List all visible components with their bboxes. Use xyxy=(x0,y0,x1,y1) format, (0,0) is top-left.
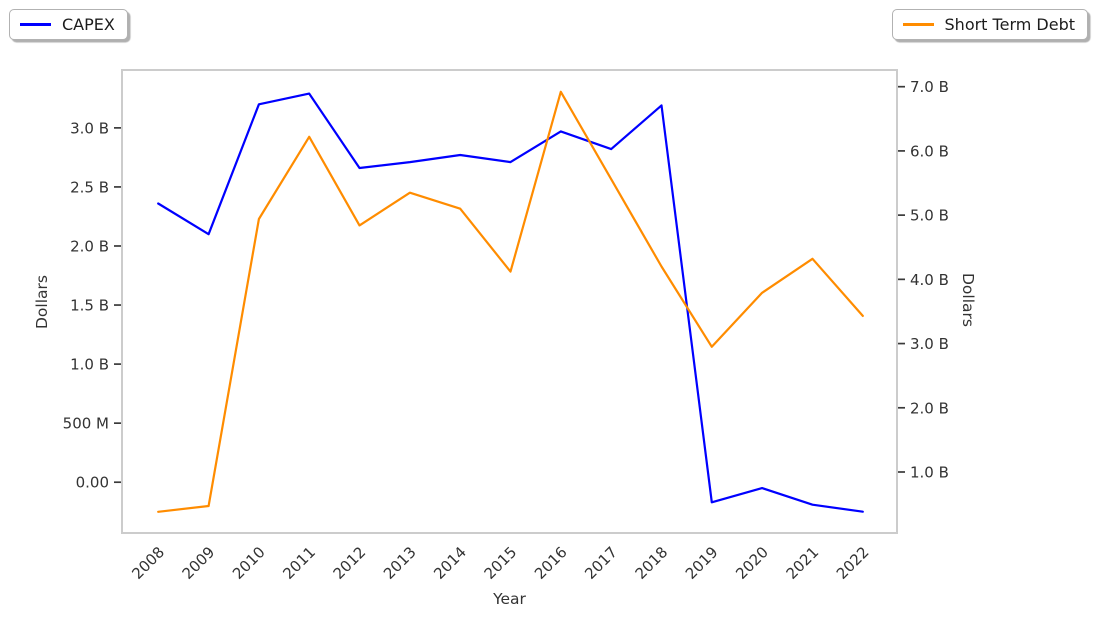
x-axis-tick-label: 2015 xyxy=(481,543,521,583)
x-axis-tick-label: 2018 xyxy=(632,543,672,583)
left-axis-tick-label: 1.0 B xyxy=(70,356,109,374)
x-axis-tick-label: 2012 xyxy=(330,543,370,583)
capex-line-swatch xyxy=(20,23,51,26)
legend-short-term-debt-label: Short Term Debt xyxy=(944,15,1075,34)
x-axis-tick-label: 2021 xyxy=(783,543,823,583)
right-axis-tick-label: 4.0 B xyxy=(910,271,949,289)
x-axis-tick-label: 2017 xyxy=(581,543,621,583)
short-term-debt-line-swatch xyxy=(902,23,934,26)
left-axis-tick-label: 2.0 B xyxy=(70,237,109,255)
x-axis-tick-label: 2009 xyxy=(179,543,219,583)
right-axis-tick-label: 5.0 B xyxy=(910,207,949,225)
left-axis-tick-label: 2.5 B xyxy=(70,178,109,196)
x-axis-tick-label: 2016 xyxy=(531,543,571,583)
legend-short-term-debt[interactable]: Short Term Debt xyxy=(891,9,1088,40)
left-axis-tick-label: 3.0 B xyxy=(70,119,109,137)
x-axis-tick-label: 2010 xyxy=(229,543,269,583)
right-axis-tick-label: 7.0 B xyxy=(910,78,949,96)
series-line-short-term-debt xyxy=(157,90,864,513)
right-axis-title: Dollars xyxy=(959,273,977,327)
x-axis-tick-label: 2014 xyxy=(430,543,470,583)
left-axis-tick-label: 0.00 xyxy=(76,474,109,492)
left-axis-tick-label: 500 M xyxy=(63,415,109,433)
legend-capex[interactable]: CAPEX xyxy=(9,9,128,40)
right-axis-tick-label: 2.0 B xyxy=(910,399,949,417)
x-axis-tick-label: 2013 xyxy=(380,543,420,583)
series-line-capex xyxy=(157,92,864,513)
right-axis-tick-label: 6.0 B xyxy=(910,142,949,160)
right-axis-tick-label: 3.0 B xyxy=(910,335,949,353)
x-axis-tick-label: 2019 xyxy=(682,543,722,583)
legend-capex-label: CAPEX xyxy=(62,15,115,34)
left-axis-title: Dollars xyxy=(33,275,51,329)
x-axis-tick-label: 2020 xyxy=(732,543,772,583)
x-axis-tick-label: 2022 xyxy=(833,543,873,583)
x-axis-tick-label: 2011 xyxy=(279,543,319,583)
x-axis-tick-label: 2008 xyxy=(128,543,168,583)
x-axis-title: Year xyxy=(492,590,526,608)
right-axis-tick-label: 1.0 B xyxy=(910,463,949,481)
plot-border xyxy=(121,69,898,534)
left-axis-tick-label: 1.5 B xyxy=(70,297,109,315)
